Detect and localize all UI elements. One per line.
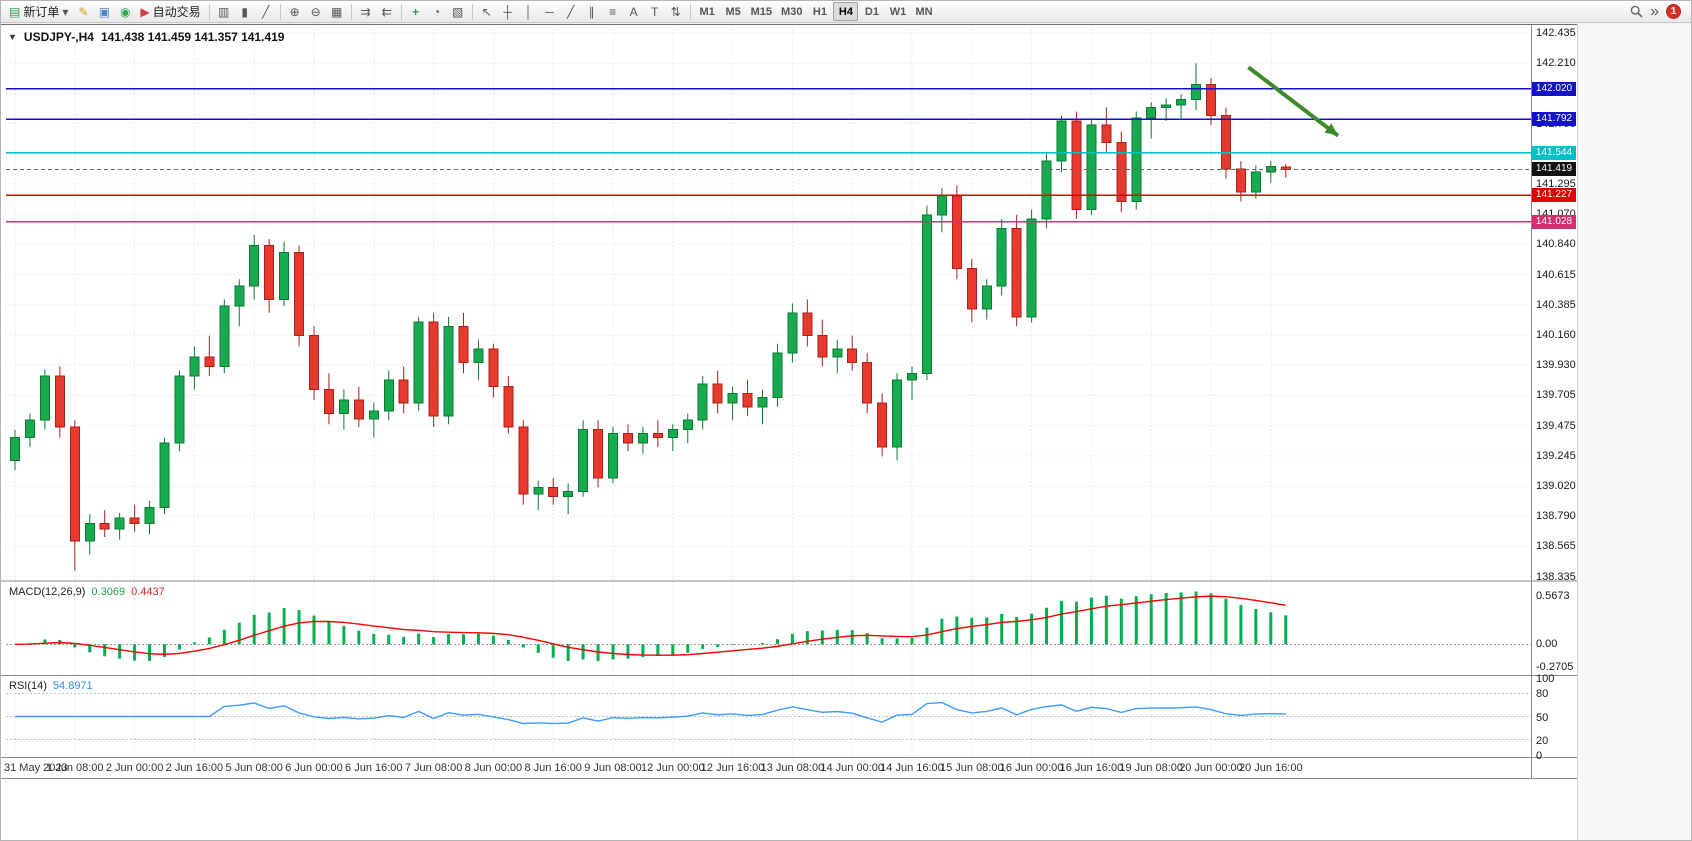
timeframe-w1[interactable]: W1 <box>889 5 907 18</box>
fibonacci-icon: ≡ <box>609 4 617 19</box>
support-button[interactable]: ◉ <box>115 2 135 21</box>
tile-windows-icon: ▦ <box>330 4 343 19</box>
timeframe-h4[interactable]: H4 <box>833 2 859 21</box>
periods-button[interactable]: ◔ <box>427 2 447 21</box>
new-order-button[interactable]: ▤ 新订单 ▾ <box>5 2 72 21</box>
trend-arrow-annotation <box>1324 123 1339 136</box>
zoom-out-icon: ⊖ <box>310 4 321 19</box>
new-order-label: 新订单 <box>23 5 60 19</box>
one-click-toggle-icon[interactable]: ▼ <box>8 32 17 42</box>
indicators-button[interactable]: + <box>406 2 426 21</box>
profile-button[interactable]: ▣ <box>94 2 114 21</box>
candlestick-chart-button[interactable]: ▮ <box>235 2 255 21</box>
macd-name: MACD(12,26,9) <box>9 586 86 598</box>
chart-symbol-period: USDJPY-,H4 <box>23 30 94 44</box>
chart-canvas[interactable] <box>1 25 1577 841</box>
search-icon[interactable] <box>1630 5 1643 18</box>
editor-icon: ✎ <box>78 4 89 19</box>
rsi-name: RSI(14) <box>9 680 47 692</box>
chevron-down-icon: ▾ <box>62 4 69 19</box>
right-panel-gap <box>1577 24 1691 840</box>
main-toolbar: ▤ 新订单 ▾ ✎ ▣ ◉ ▶ 自动交易 ▥ ▮ ╱ ⊕ ⊖ ▦ ⇉ ⇇ + ◔… <box>1 1 1691 23</box>
trendline-icon: ╱ <box>567 4 575 19</box>
panel-frames <box>1 25 1577 779</box>
chart-shift-icon: ⇇ <box>381 4 392 19</box>
line-chart-button[interactable]: ╱ <box>256 2 276 21</box>
annotations <box>1247 65 1340 138</box>
zoom-out-button[interactable]: ⊖ <box>306 2 326 21</box>
channel-button[interactable]: ∥ <box>582 2 602 21</box>
chart-ohlc: 141.438 141.459 141.357 141.419 <box>100 30 285 44</box>
vertical-line-button[interactable]: │ <box>519 2 539 21</box>
tile-windows-button[interactable]: ▦ <box>327 2 347 21</box>
crosshair-icon: ┼ <box>503 4 512 19</box>
periods-icon: ◔ <box>433 4 441 19</box>
horizontal-line-icon: ─ <box>545 4 554 19</box>
candlestick-icon: ▮ <box>241 4 248 19</box>
candlestick-series <box>10 63 1291 571</box>
macd-label: MACD(12,26,9) 0.3069 0.4437 <box>9 586 165 598</box>
indicator-panels <box>6 591 1531 741</box>
metaeditor-button[interactable]: ✎ <box>73 2 93 21</box>
timeframe-m15[interactable]: M15 <box>750 5 773 18</box>
macd-main-value: 0.3069 <box>91 586 126 598</box>
templates-button[interactable]: ▧ <box>448 2 468 21</box>
fibonacci-button[interactable]: ≡ <box>603 2 623 21</box>
timeframe-d1[interactable]: D1 <box>864 5 879 18</box>
rsi-label: RSI(14) 54.8971 <box>9 680 93 692</box>
cursor-button[interactable]: ↖ <box>477 2 497 21</box>
grid-lines <box>6 30 1531 758</box>
arrows-icon: ⇅ <box>670 4 681 19</box>
chart-title: ▼ USDJPY-,H4 141.438 141.459 141.357 141… <box>8 30 284 44</box>
autotrading-icon: ▶ <box>140 4 150 19</box>
toolbar-separator <box>279 3 281 20</box>
support-icon: ◉ <box>120 4 131 19</box>
toolbar-overflow-icon[interactable]: » <box>1650 2 1659 20</box>
trendline-button[interactable]: ╱ <box>561 2 581 21</box>
timeframe-m1[interactable]: M1 <box>699 5 715 18</box>
object-lines <box>6 87 1531 223</box>
rsi-value: 54.8971 <box>52 680 93 692</box>
chart-window: ▼ USDJPY-,H4 141.438 141.459 141.357 141… <box>1 24 1577 841</box>
text-icon: A <box>629 4 638 19</box>
notification-badge[interactable]: 1 <box>1666 4 1681 19</box>
horizontal-line-button[interactable]: ─ <box>540 2 560 21</box>
toolbar-separator <box>400 3 402 20</box>
zoom-in-button[interactable]: ⊕ <box>285 2 305 21</box>
toolbar-separator <box>350 3 352 20</box>
timeframe-h1[interactable]: H1 <box>812 5 827 18</box>
price-axis[interactable] <box>1532 25 1577 778</box>
timeframe-m30[interactable]: M30 <box>781 5 803 18</box>
timeframe-mn[interactable]: MN <box>915 5 933 18</box>
time-axis[interactable] <box>1 758 1531 780</box>
label-icon: T <box>650 4 659 19</box>
label-button[interactable]: T <box>645 2 665 21</box>
arrows-button[interactable]: ⇅ <box>666 2 686 21</box>
toolbar-separator <box>208 3 210 20</box>
autotrading-label: 自动交易 <box>152 5 201 19</box>
chart-shift-button[interactable]: ⇇ <box>377 2 397 21</box>
bar-chart-icon: ▥ <box>217 4 230 19</box>
toolbar-separator <box>471 3 473 20</box>
auto-scroll-icon: ⇉ <box>360 4 371 19</box>
line-chart-icon: ╱ <box>262 4 270 19</box>
text-button[interactable]: A <box>624 2 644 21</box>
templates-icon: ▧ <box>451 4 464 19</box>
zoom-in-icon: ⊕ <box>289 4 300 19</box>
timeframe-m5[interactable]: M5 <box>725 5 741 18</box>
new-order-icon: ▤ <box>9 4 21 19</box>
macd-signal-value: 0.4437 <box>131 586 165 598</box>
profile-icon: ▣ <box>98 4 111 19</box>
crosshair-button[interactable]: ┼ <box>498 2 518 21</box>
auto-scroll-button[interactable]: ⇉ <box>356 2 376 21</box>
indicators-icon: + <box>412 4 420 19</box>
cursor-icon: ↖ <box>481 4 492 19</box>
toolbar-separator <box>689 3 691 20</box>
autotrading-button[interactable]: ▶ 自动交易 <box>136 2 204 21</box>
vertical-line-icon: │ <box>524 4 533 19</box>
channel-icon: ∥ <box>588 4 595 19</box>
bar-chart-button[interactable]: ▥ <box>214 2 234 21</box>
